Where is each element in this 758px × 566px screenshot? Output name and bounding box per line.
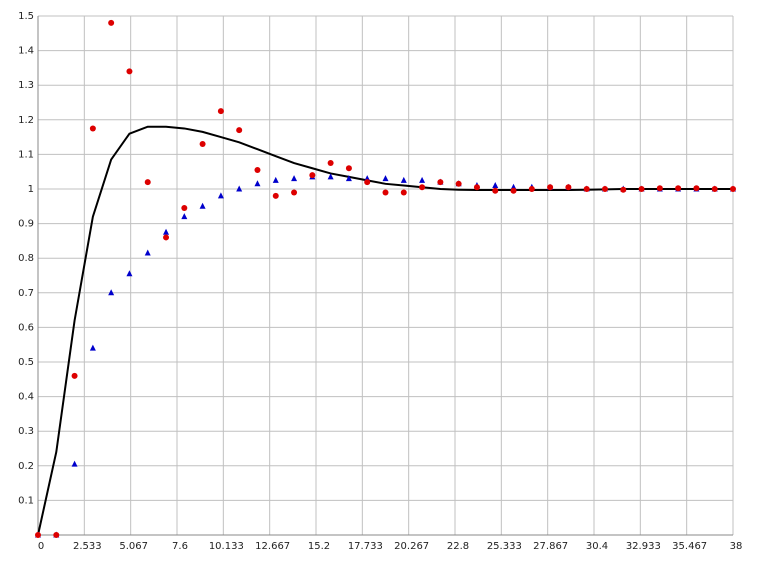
triangle-point <box>144 249 151 256</box>
circle-point <box>309 172 316 179</box>
triangle-point <box>108 289 115 296</box>
y-tick-label: 0.9 <box>18 219 34 230</box>
circle-point <box>528 186 535 192</box>
circle-point <box>254 166 261 173</box>
y-tick-label: 0.1 <box>18 495 34 506</box>
triangle-point <box>236 185 243 192</box>
x-tick-label: 38 <box>730 541 743 552</box>
x-tick-label: 35.467 <box>672 541 707 552</box>
x-tick-label: 20.267 <box>394 541 429 552</box>
x-tick-label: 7.6 <box>172 541 188 552</box>
circle-point <box>217 108 224 115</box>
triangle-point <box>382 175 389 182</box>
line <box>37 125 733 536</box>
circle-point <box>53 532 60 538</box>
y-tick-label: 0.3 <box>18 426 34 437</box>
triangle-point <box>400 176 407 183</box>
x-tick-label: 25.333 <box>487 541 522 552</box>
x-tick-label: 10.133 <box>209 541 244 552</box>
circle-point <box>71 372 78 379</box>
x-tick-label: 32.933 <box>626 541 661 552</box>
triangle-point <box>163 228 170 235</box>
y-tick-label: 1.2 <box>18 115 34 126</box>
circle-point <box>547 184 554 191</box>
circle-point <box>163 234 170 241</box>
circle-point <box>199 141 206 148</box>
x-tick-label: 15.2 <box>308 541 330 552</box>
x-tick-label: 5.067 <box>119 541 148 552</box>
triangle-point <box>419 176 426 183</box>
x-tick-label: 2.533 <box>73 541 102 552</box>
triangle-point <box>181 213 188 220</box>
x-tick-label: 22.8 <box>447 541 469 552</box>
y-tick-label: 1.4 <box>18 46 34 57</box>
circle-point <box>492 187 499 194</box>
y-tick-label: 0.2 <box>18 461 34 472</box>
triangle-point <box>291 175 298 182</box>
circle-point <box>144 179 151 186</box>
y-tick-label: 0.8 <box>18 253 34 264</box>
triangle-point <box>272 176 279 183</box>
circle-point <box>656 185 663 192</box>
circle-point <box>364 179 371 186</box>
circle-point <box>693 185 700 192</box>
x-tick-label: 0 <box>38 541 44 552</box>
circle-point <box>181 205 188 212</box>
y-tick-label: 0.5 <box>18 357 34 368</box>
circle-point <box>327 160 334 167</box>
circle-point <box>583 186 590 192</box>
circle-point <box>510 187 517 194</box>
triangle-point <box>71 460 78 467</box>
triangle-point <box>89 344 96 351</box>
triangle-point <box>254 180 261 187</box>
circle-point <box>638 186 645 192</box>
circle-point <box>473 184 480 191</box>
circle-point <box>565 184 572 191</box>
x-tick-label: 27.867 <box>533 541 568 552</box>
circle-point <box>730 186 736 192</box>
y-tick-label: 0.6 <box>18 322 34 333</box>
triangle-point <box>199 202 206 209</box>
circle-point <box>437 179 444 186</box>
circle-point <box>455 180 462 187</box>
circle-point <box>419 184 426 191</box>
triangle-point <box>217 192 224 199</box>
y-tick-label: 1.3 <box>18 80 34 91</box>
triangle-point <box>345 175 352 182</box>
y-tick-label: 1.5 <box>18 11 34 22</box>
triangle-point <box>126 270 133 277</box>
x-tick-label: 12.667 <box>255 541 290 552</box>
circle-point <box>126 68 133 75</box>
circle-point <box>108 19 115 26</box>
y-tick-label: 1 <box>28 184 34 195</box>
circle-point <box>620 186 627 193</box>
circle-point <box>35 532 41 538</box>
y-tick-label: 0.7 <box>18 288 34 299</box>
x-tick-label: 30.4 <box>586 541 608 552</box>
triangle-point <box>492 182 499 189</box>
circle-point <box>601 186 608 192</box>
circle-point <box>236 127 243 134</box>
circle-point <box>272 192 279 199</box>
circle-point <box>400 189 407 196</box>
circle-point <box>382 189 389 196</box>
y-tick-label: 1.1 <box>18 149 34 160</box>
circle-point <box>89 125 96 132</box>
circle-point <box>675 185 682 192</box>
circle-point <box>291 189 298 196</box>
y-tick-label: 0.4 <box>18 392 34 403</box>
circle-point <box>345 165 352 172</box>
circle-point <box>711 186 718 192</box>
triangle-point <box>327 173 334 180</box>
x-tick-label: 17.733 <box>348 541 383 552</box>
